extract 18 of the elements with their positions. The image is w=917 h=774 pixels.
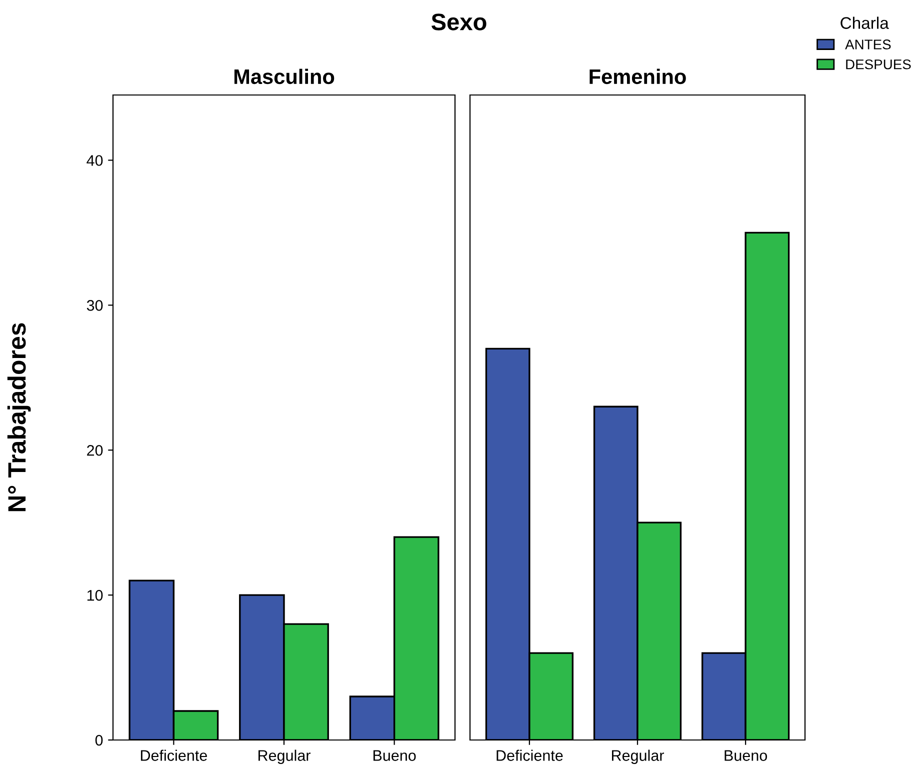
x-tick-label: Regular [612, 750, 664, 764]
legend-label: ANTES [845, 40, 891, 50]
x-tick-label: Bueno [373, 750, 416, 761]
y-axis-title: N° Trabajadores [7, 323, 31, 512]
y-tick-label: 40 [86, 155, 103, 166]
chart-title: Femenino [590, 68, 686, 84]
x-tick-label: Deficiente [140, 750, 207, 761]
y-tick-label: 0 [95, 734, 103, 746]
chart-title: Masculino [234, 68, 334, 84]
text: Sexo [431, 14, 486, 30]
legend-label: DESPUES [846, 59, 911, 70]
y-tick-label: 10 [87, 590, 103, 601]
x-tick-label: Deficiente [496, 750, 563, 761]
legend-title: Charla [840, 16, 889, 29]
y-tick-label: 30 [86, 300, 103, 311]
y-tick-label: 20 [87, 444, 103, 456]
x-tick-label: Regular [258, 750, 310, 764]
x-tick-label: Bueno [724, 750, 768, 761]
